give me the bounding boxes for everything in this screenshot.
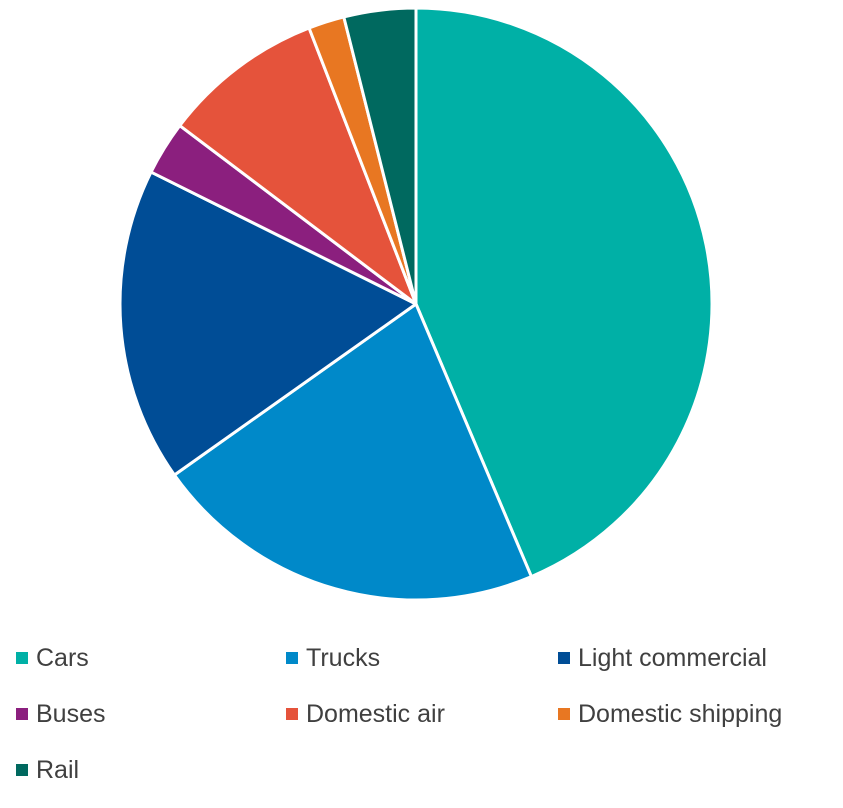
legend-item-light-commercial: Light commercial: [558, 640, 836, 676]
legend-item-domestic-air: Domestic air: [286, 696, 558, 732]
legend-swatch-buses: [16, 708, 28, 720]
pie-slice-light-commercial: [118, 170, 418, 477]
legend-item-buses: Buses: [16, 696, 286, 732]
legend-label-domestic-shipping: Domestic shipping: [578, 699, 783, 728]
legend-label-rail: Rail: [36, 755, 80, 784]
legend-item-domestic-shipping: Domestic shipping: [558, 696, 836, 732]
legend-label-buses: Buses: [36, 699, 106, 728]
legend-item-cars: Cars: [16, 640, 286, 676]
legend-label-cars: Cars: [36, 643, 89, 672]
legend-swatch-trucks: [286, 652, 298, 664]
legend-swatch-rail: [16, 764, 28, 776]
pie-chart: Cars Trucks Light commercial Buses Domestic …: [16, 6, 782, 784]
pie-plot-area: [118, 6, 714, 602]
pie-slice-trucks: [172, 302, 533, 602]
pie-slice-cars: [414, 6, 714, 579]
legend-item-trucks: Trucks: [286, 640, 558, 676]
legend-swatch-domestic-shipping: [558, 708, 570, 720]
legend-swatch-domestic-air: [286, 708, 298, 720]
chart-legend: Cars Trucks Light commercial Buses Domestic …: [16, 640, 836, 808]
legend-label-trucks: Trucks: [306, 643, 381, 672]
pie-slice-rail: [342, 6, 418, 306]
legend-item-rail: Rail: [16, 752, 286, 788]
legend-swatch-cars: [16, 652, 28, 664]
pie-slice-domestic-air: [178, 26, 418, 306]
legend-swatch-light-commercial: [558, 652, 570, 664]
legend-label-domestic-air: Domestic air: [306, 699, 445, 728]
legend-label-light-commercial: Light commercial: [578, 643, 767, 672]
